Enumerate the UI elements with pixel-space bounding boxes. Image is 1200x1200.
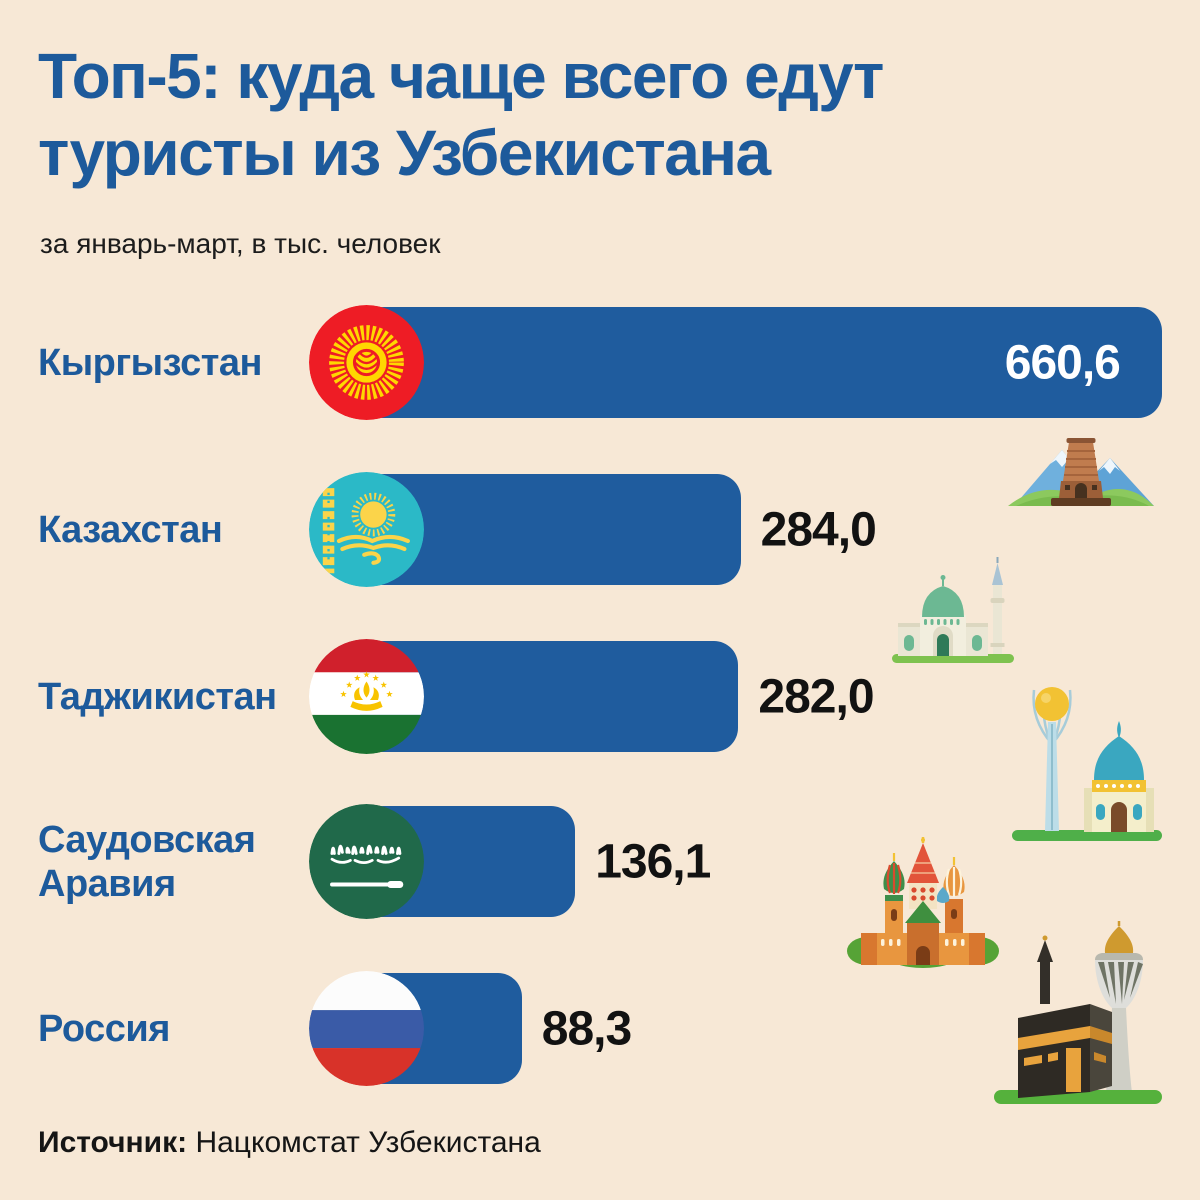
chart-subtitle: за январь-март, в тыс. человек xyxy=(40,228,441,259)
bar-value-russia: 88,3 xyxy=(541,1002,632,1055)
chart-row-kyrgyzstan: Кыргызстан 660,6 xyxy=(0,305,1200,420)
source-label: Источник: xyxy=(38,1126,188,1159)
chart-row-kazakhstan: Казахстан 284,0 xyxy=(0,472,1200,587)
green-dome-mosque-illustration xyxy=(892,551,1017,665)
saudi-arabia-flag-icon xyxy=(309,804,424,919)
bar-value-kyrgyzstan: 660,6 xyxy=(1004,336,1121,389)
bar-value-saudi-arabia: 136,1 xyxy=(595,835,711,888)
tajikistan-flag-icon xyxy=(309,639,424,754)
country-label-kyrgyzstan: Кыргызстан xyxy=(38,341,262,384)
source-line: Источник: Нацкомстат Узбекистана xyxy=(38,1126,541,1160)
kaaba-tower-illustration xyxy=(992,920,1164,1110)
chart-row-russia: Россия 88,3 xyxy=(0,971,1200,1086)
chart-row-saudi-arabia: Саудовская Аравия 136,1 xyxy=(0,804,1200,919)
country-label-kazakhstan: Казахстан xyxy=(38,508,223,551)
baiterek-tower-mausoleum-illustration xyxy=(1012,674,1162,842)
chart-row-tajikistan: Таджикистан 282,0 xyxy=(0,639,1200,754)
burana-tower-mountains-illustration xyxy=(1006,434,1156,514)
country-label-tajikistan: Таджикистан xyxy=(38,675,277,718)
bar-value-tajikistan: 282,0 xyxy=(758,670,874,723)
bar-kyrgyzstan: 660,6 xyxy=(360,307,1162,418)
page-title: Топ-5: куда чаще всего едут туристы из У… xyxy=(38,40,884,189)
bar-value-kazakhstan: 284,0 xyxy=(760,503,877,556)
source-value: Нацкомстат Узбекистана xyxy=(187,1126,541,1159)
kyrgyzstan-flag-icon xyxy=(309,305,424,420)
country-label-saudi-arabia: Саудовская Аравия xyxy=(38,818,256,905)
russia-flag-icon xyxy=(309,971,424,1086)
st-basils-cathedral-illustration xyxy=(845,835,1001,978)
country-label-russia: Россия xyxy=(38,1007,170,1050)
kazakhstan-flag-icon xyxy=(309,472,424,587)
